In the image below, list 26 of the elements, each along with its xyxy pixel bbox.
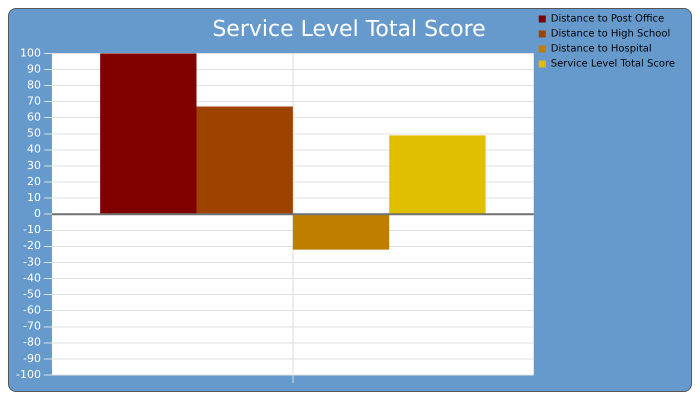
y-tick-label: 40: [26, 142, 41, 156]
y-tick-label: -90: [22, 352, 41, 365]
y-tick-label: 90: [26, 62, 41, 76]
y-tick-label: -30: [22, 255, 41, 268]
legend-label: Distance to Post Office: [550, 14, 664, 25]
y-tick-label: 50: [26, 126, 41, 140]
y-tick-label: -40: [22, 271, 41, 284]
y-tick-label: 70: [26, 94, 41, 108]
y-tick-label: -20: [22, 239, 41, 252]
y-tick-label: 100: [20, 46, 41, 60]
legend-label: Distance to Hospital: [550, 44, 652, 55]
y-tick-label: 20: [26, 174, 41, 188]
chart-title: Service Level Total Score: [212, 16, 486, 42]
y-tick-label: -10: [22, 223, 41, 236]
y-tick-label: 10: [26, 190, 41, 204]
legend-label: Distance to High School: [550, 28, 670, 40]
legend-label: Service Level Total Score: [550, 58, 676, 70]
y-tick-label: -50: [22, 287, 41, 300]
y-tick-label: -70: [22, 320, 41, 333]
y-tick-label: -80: [22, 336, 41, 349]
y-tick-label: 30: [26, 158, 41, 172]
y-tick-label: -60: [22, 304, 41, 317]
y-tick-label: 0: [34, 207, 41, 220]
y-tick-label: 80: [26, 78, 41, 92]
y-tick-label: 60: [26, 110, 41, 124]
y-tick-label: -100: [16, 368, 41, 381]
